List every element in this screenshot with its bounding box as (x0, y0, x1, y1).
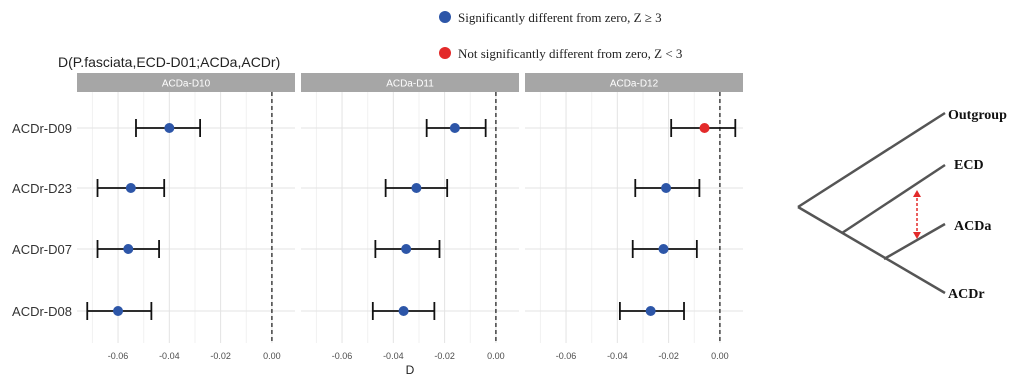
tree-label-acda: ACDa (954, 219, 991, 234)
panel-acda-d11: ACDa-D11 -0.06 -0.04 -0.02 0.00 (301, 73, 519, 361)
x-tick-label: -0.06 (332, 351, 353, 361)
data-point-group (371, 302, 436, 320)
panel-acda-d12: ACDa-D12 -0.06 -0.04 -0.02 0.00 (525, 73, 743, 361)
row-label: ACDr-D23 (12, 181, 72, 196)
data-point-group (86, 302, 153, 320)
row-label: ACDr-D09 (12, 121, 72, 136)
data-point (411, 183, 422, 193)
data-point (661, 183, 672, 193)
x-tick-label: -0.04 (607, 351, 628, 361)
tree-branch-ecd (841, 163, 946, 235)
legend-label-not-significant: Not significantly different from zero, Z… (458, 46, 682, 61)
phylogenetic-tree: Outgroup ECD ACDa ACDr (797, 108, 1007, 302)
data-point (449, 123, 460, 133)
x-tick-label: -0.06 (556, 351, 577, 361)
panel-strip-label: ACDa-D12 (610, 79, 659, 90)
x-tick-label: 0.00 (711, 351, 729, 361)
data-point (113, 306, 124, 316)
x-tick-label: -0.04 (159, 351, 180, 361)
data-point (398, 306, 409, 316)
legend: Significantly different from zero, Z ≥ 3… (439, 10, 682, 61)
panel-strip (301, 73, 519, 92)
data-point-group (384, 179, 449, 197)
x-tick-label: -0.06 (108, 351, 129, 361)
panel-strip-label: ACDa-D11 (386, 79, 434, 90)
tree-branch-acda (883, 222, 946, 261)
tree-label-outgroup: Outgroup (948, 108, 1007, 123)
data-point-group (135, 119, 202, 137)
data-point-group (96, 240, 160, 258)
panel-strip (77, 73, 295, 92)
x-tick-label: -0.04 (383, 351, 404, 361)
panels: ACDa-D10 -0.06 -0.04 -0.02 0.00 ACDa-D11 -0.06… (77, 73, 743, 361)
data-point-group (670, 119, 737, 137)
row-labels: ACDr-D09 ACDr-D23 ACDr-D07 ACDr-D08 (12, 121, 72, 319)
panel-strip-label: ACDa-D10 (162, 79, 211, 90)
x-tick-label: -0.02 (210, 351, 231, 361)
gene-flow-arrowhead-top (913, 190, 921, 197)
x-tick-label: -0.02 (658, 351, 679, 361)
tree-label-ecd: ECD (954, 158, 984, 173)
data-point-group (374, 240, 441, 258)
x-tick-label: -0.02 (434, 351, 455, 361)
row-label: ACDr-D07 (12, 242, 72, 257)
chart-title: D(P.fasciata,ECD-D01;ACDa,ACDr) (58, 54, 280, 70)
data-point-group (618, 302, 685, 320)
data-point (401, 244, 412, 254)
panel-acda-d10: ACDa-D10 -0.06 -0.04 -0.02 0.00 (77, 73, 295, 361)
x-axis-label: D (406, 363, 415, 376)
data-point-group (425, 119, 487, 137)
gene-flow-arrowhead-bottom (913, 232, 921, 239)
data-point-group (634, 179, 701, 197)
data-point (645, 306, 656, 316)
row-label: ACDr-D08 (12, 304, 72, 319)
data-point (699, 123, 710, 133)
legend-marker-significant (439, 11, 451, 23)
x-tick-label: 0.00 (263, 351, 281, 361)
data-point (123, 244, 134, 254)
tree-branch-root-stem (797, 205, 946, 295)
data-point-group (96, 179, 166, 197)
tree-label-acdr: ACDr (948, 287, 985, 302)
x-tick-label: 0.00 (487, 351, 505, 361)
tree-branch-outgroup (797, 111, 946, 209)
legend-marker-not-significant (439, 47, 451, 59)
data-point (658, 244, 669, 254)
data-point (125, 183, 136, 193)
data-point-group (631, 240, 698, 258)
panel-strip (525, 73, 743, 92)
legend-label-significant: Significantly different from zero, Z ≥ 3 (458, 10, 662, 25)
data-point (164, 123, 175, 133)
